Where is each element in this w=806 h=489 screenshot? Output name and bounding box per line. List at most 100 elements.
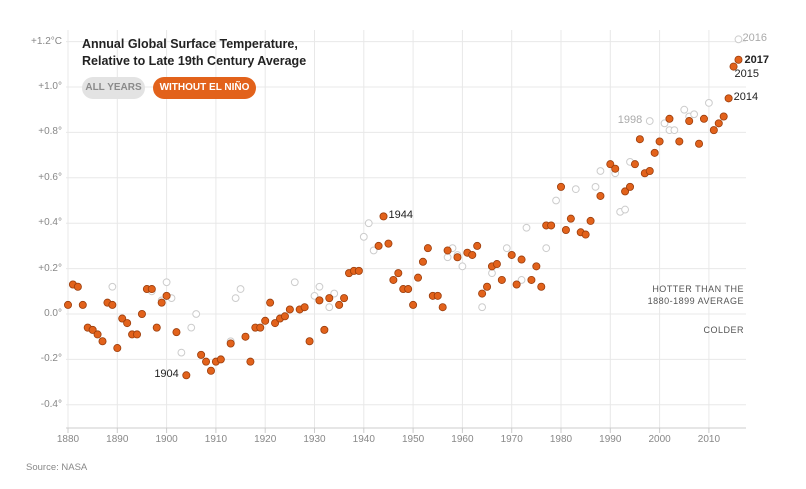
x-tick-label: 1950 <box>401 434 425 445</box>
data-point-without-el-nino <box>241 332 250 341</box>
data-point-without-el-nino <box>113 344 122 353</box>
data-point-without-el-nino <box>734 55 743 64</box>
data-point-all-years <box>364 219 373 228</box>
x-tick-label: 1990 <box>599 434 622 445</box>
data-point-without-el-nino <box>409 300 418 309</box>
y-tick-label: +1.0° <box>38 81 62 92</box>
data-point-without-el-nino <box>645 166 654 175</box>
data-point-all-years <box>310 291 319 300</box>
data-point-without-el-nino <box>78 300 87 309</box>
data-point-without-el-nino <box>685 117 694 126</box>
y-tick-label: +0.6° <box>38 171 62 183</box>
source-note: Source: NASA <box>26 462 88 473</box>
data-point-without-el-nino <box>418 257 427 266</box>
data-point-without-el-nino <box>172 328 181 337</box>
data-point-without-el-nino <box>581 230 590 239</box>
data-point-all-years <box>571 185 580 194</box>
data-point-without-el-nino <box>453 253 462 262</box>
data-point-without-el-nino <box>655 137 664 146</box>
data-point-without-el-nino <box>483 282 492 291</box>
x-tick-label: 1970 <box>500 434 523 445</box>
data-point-all-years <box>359 232 368 241</box>
all-years-button[interactable]: ALL YEARS <box>82 77 145 99</box>
data-point-all-years <box>670 126 679 135</box>
data-point-without-el-nino <box>709 126 718 135</box>
x-tick-label: 1910 <box>204 434 228 445</box>
data-point-all-years <box>177 348 186 357</box>
data-point-without-el-nino <box>606 160 615 169</box>
data-point-all-years <box>705 98 713 107</box>
data-point-without-el-nino <box>596 191 605 200</box>
data-point-without-el-nino <box>404 285 413 294</box>
data-point-without-el-nino <box>675 137 684 146</box>
data-point-without-el-nino <box>64 300 73 309</box>
data-point-without-el-nino <box>320 325 329 334</box>
x-tick-label: 1940 <box>352 434 375 445</box>
data-point-without-el-nino <box>197 350 206 359</box>
data-point-without-el-nino <box>216 355 225 364</box>
data-point-all-years <box>517 276 526 284</box>
data-point-without-el-nino <box>261 316 270 325</box>
data-point-without-el-nino <box>665 114 674 123</box>
data-point-without-el-nino <box>118 314 127 323</box>
without-el-nino-button[interactable]: WITHOUT EL NIÑO <box>153 77 256 99</box>
data-point-without-el-nino <box>93 330 102 339</box>
data-point-all-years <box>734 35 743 44</box>
x-tick-label: 1930 <box>303 434 326 445</box>
data-point-without-el-nino <box>630 160 639 169</box>
data-point-all-years <box>369 246 378 255</box>
data-point-without-el-nino <box>473 241 482 250</box>
data-point-without-el-nino <box>507 250 516 259</box>
data-point-all-years <box>443 253 452 262</box>
data-point-without-el-nino <box>340 294 349 303</box>
data-point-all-years <box>236 285 245 293</box>
data-point-without-el-nino <box>517 255 526 264</box>
data-point-all-years <box>187 323 196 332</box>
y-tick-label: -0.4° <box>40 398 62 410</box>
y-tick-label: -0.2° <box>40 353 62 365</box>
data-point-without-el-nino <box>423 244 432 253</box>
chart-title-line-1: Annual Global Surface Temperature, <box>82 37 298 51</box>
data-point-without-el-nino <box>699 114 708 123</box>
data-point-without-el-nino <box>635 135 644 144</box>
data-point-without-el-nino <box>729 62 738 71</box>
data-point-without-el-nino <box>88 325 97 334</box>
data-point-without-el-nino <box>108 300 117 309</box>
data-point-without-el-nino <box>266 298 275 307</box>
data-point-without-el-nino <box>137 309 146 318</box>
data-point-without-el-nino <box>527 275 536 284</box>
data-point-without-el-nino <box>537 282 546 291</box>
data-point-without-el-nino <box>354 266 363 275</box>
data-point-without-el-nino <box>133 330 142 339</box>
annotation-1998: 1998 <box>617 114 643 127</box>
data-point-without-el-nino <box>492 260 501 269</box>
data-point-all-years <box>542 244 551 253</box>
y-tick-label: 0.0° <box>44 308 62 319</box>
data-point-without-el-nino <box>724 94 733 103</box>
data-point-without-el-nino <box>206 366 215 375</box>
data-point-all-years <box>621 205 629 214</box>
chart-title-line-2: Relative to Late 19th Century Average <box>82 54 307 68</box>
data-point-without-el-nino <box>202 357 211 366</box>
data-point-without-el-nino <box>626 182 635 191</box>
data-point-all-years <box>162 278 171 287</box>
data-point-without-el-nino <box>586 216 595 225</box>
data-point-without-el-nino <box>280 312 289 321</box>
data-point-without-el-nino <box>433 291 442 300</box>
x-tick-label: 1920 <box>254 434 277 445</box>
annotation-2016: 2016 <box>742 32 767 45</box>
data-point-without-el-nino <box>650 148 659 157</box>
data-point-all-years <box>315 282 324 291</box>
data-point-without-el-nino <box>394 269 403 278</box>
hotter-note-line-1: HOTTER THAN THE <box>652 284 744 294</box>
data-point-without-el-nino <box>162 291 171 300</box>
data-point-without-el-nino <box>561 226 570 235</box>
data-point-without-el-nino <box>497 275 506 284</box>
data-point-without-el-nino <box>226 339 235 348</box>
data-point-without-el-nino <box>157 298 166 307</box>
annotation-1944: 1944 <box>388 209 413 222</box>
data-point-all-years <box>660 119 669 128</box>
data-point-without-el-nino <box>443 246 452 255</box>
data-point-without-el-nino <box>374 241 383 250</box>
x-tick-label: 1880 <box>56 434 80 445</box>
